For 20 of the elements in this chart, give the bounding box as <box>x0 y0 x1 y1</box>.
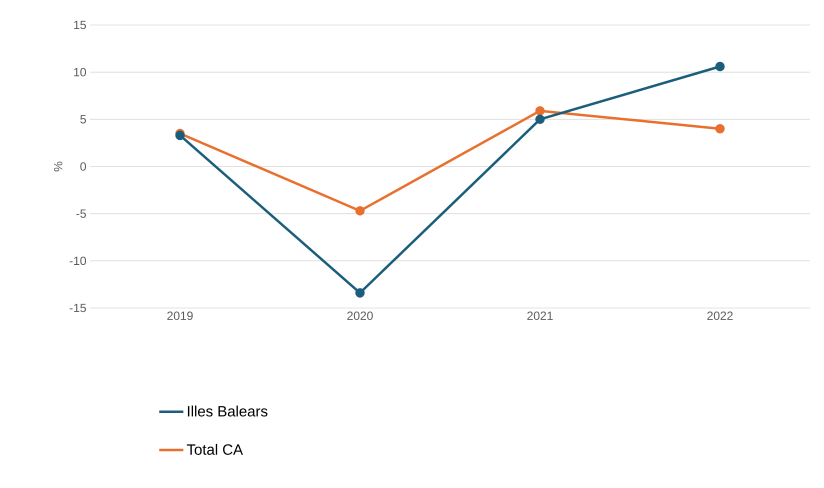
x-tick-label: 2020 <box>347 312 373 320</box>
y-tick-label: -10 <box>70 256 86 266</box>
y-tick-label: 0 <box>80 162 86 171</box>
x-tick-label: 2019 <box>167 312 193 320</box>
y-tick-label: 15 <box>74 20 86 30</box>
legend-label: Illes Balears <box>188 406 268 417</box>
point <box>715 124 725 134</box>
y-tick-label: 10 <box>74 68 86 76</box>
y-tick-label: -5 <box>76 210 86 218</box>
y-axis-title: % <box>54 162 62 172</box>
point <box>715 62 725 72</box>
x-tick-label: 2022 <box>707 312 733 320</box>
x-tick-label: 2021 <box>527 312 553 320</box>
point <box>355 288 365 298</box>
y-tick-label: 5 <box>80 115 86 124</box>
legend-label: Total CA <box>186 444 243 455</box>
y-tick-label: -15 <box>70 304 86 312</box>
point <box>535 114 545 124</box>
point <box>355 206 365 216</box>
point <box>535 106 545 116</box>
